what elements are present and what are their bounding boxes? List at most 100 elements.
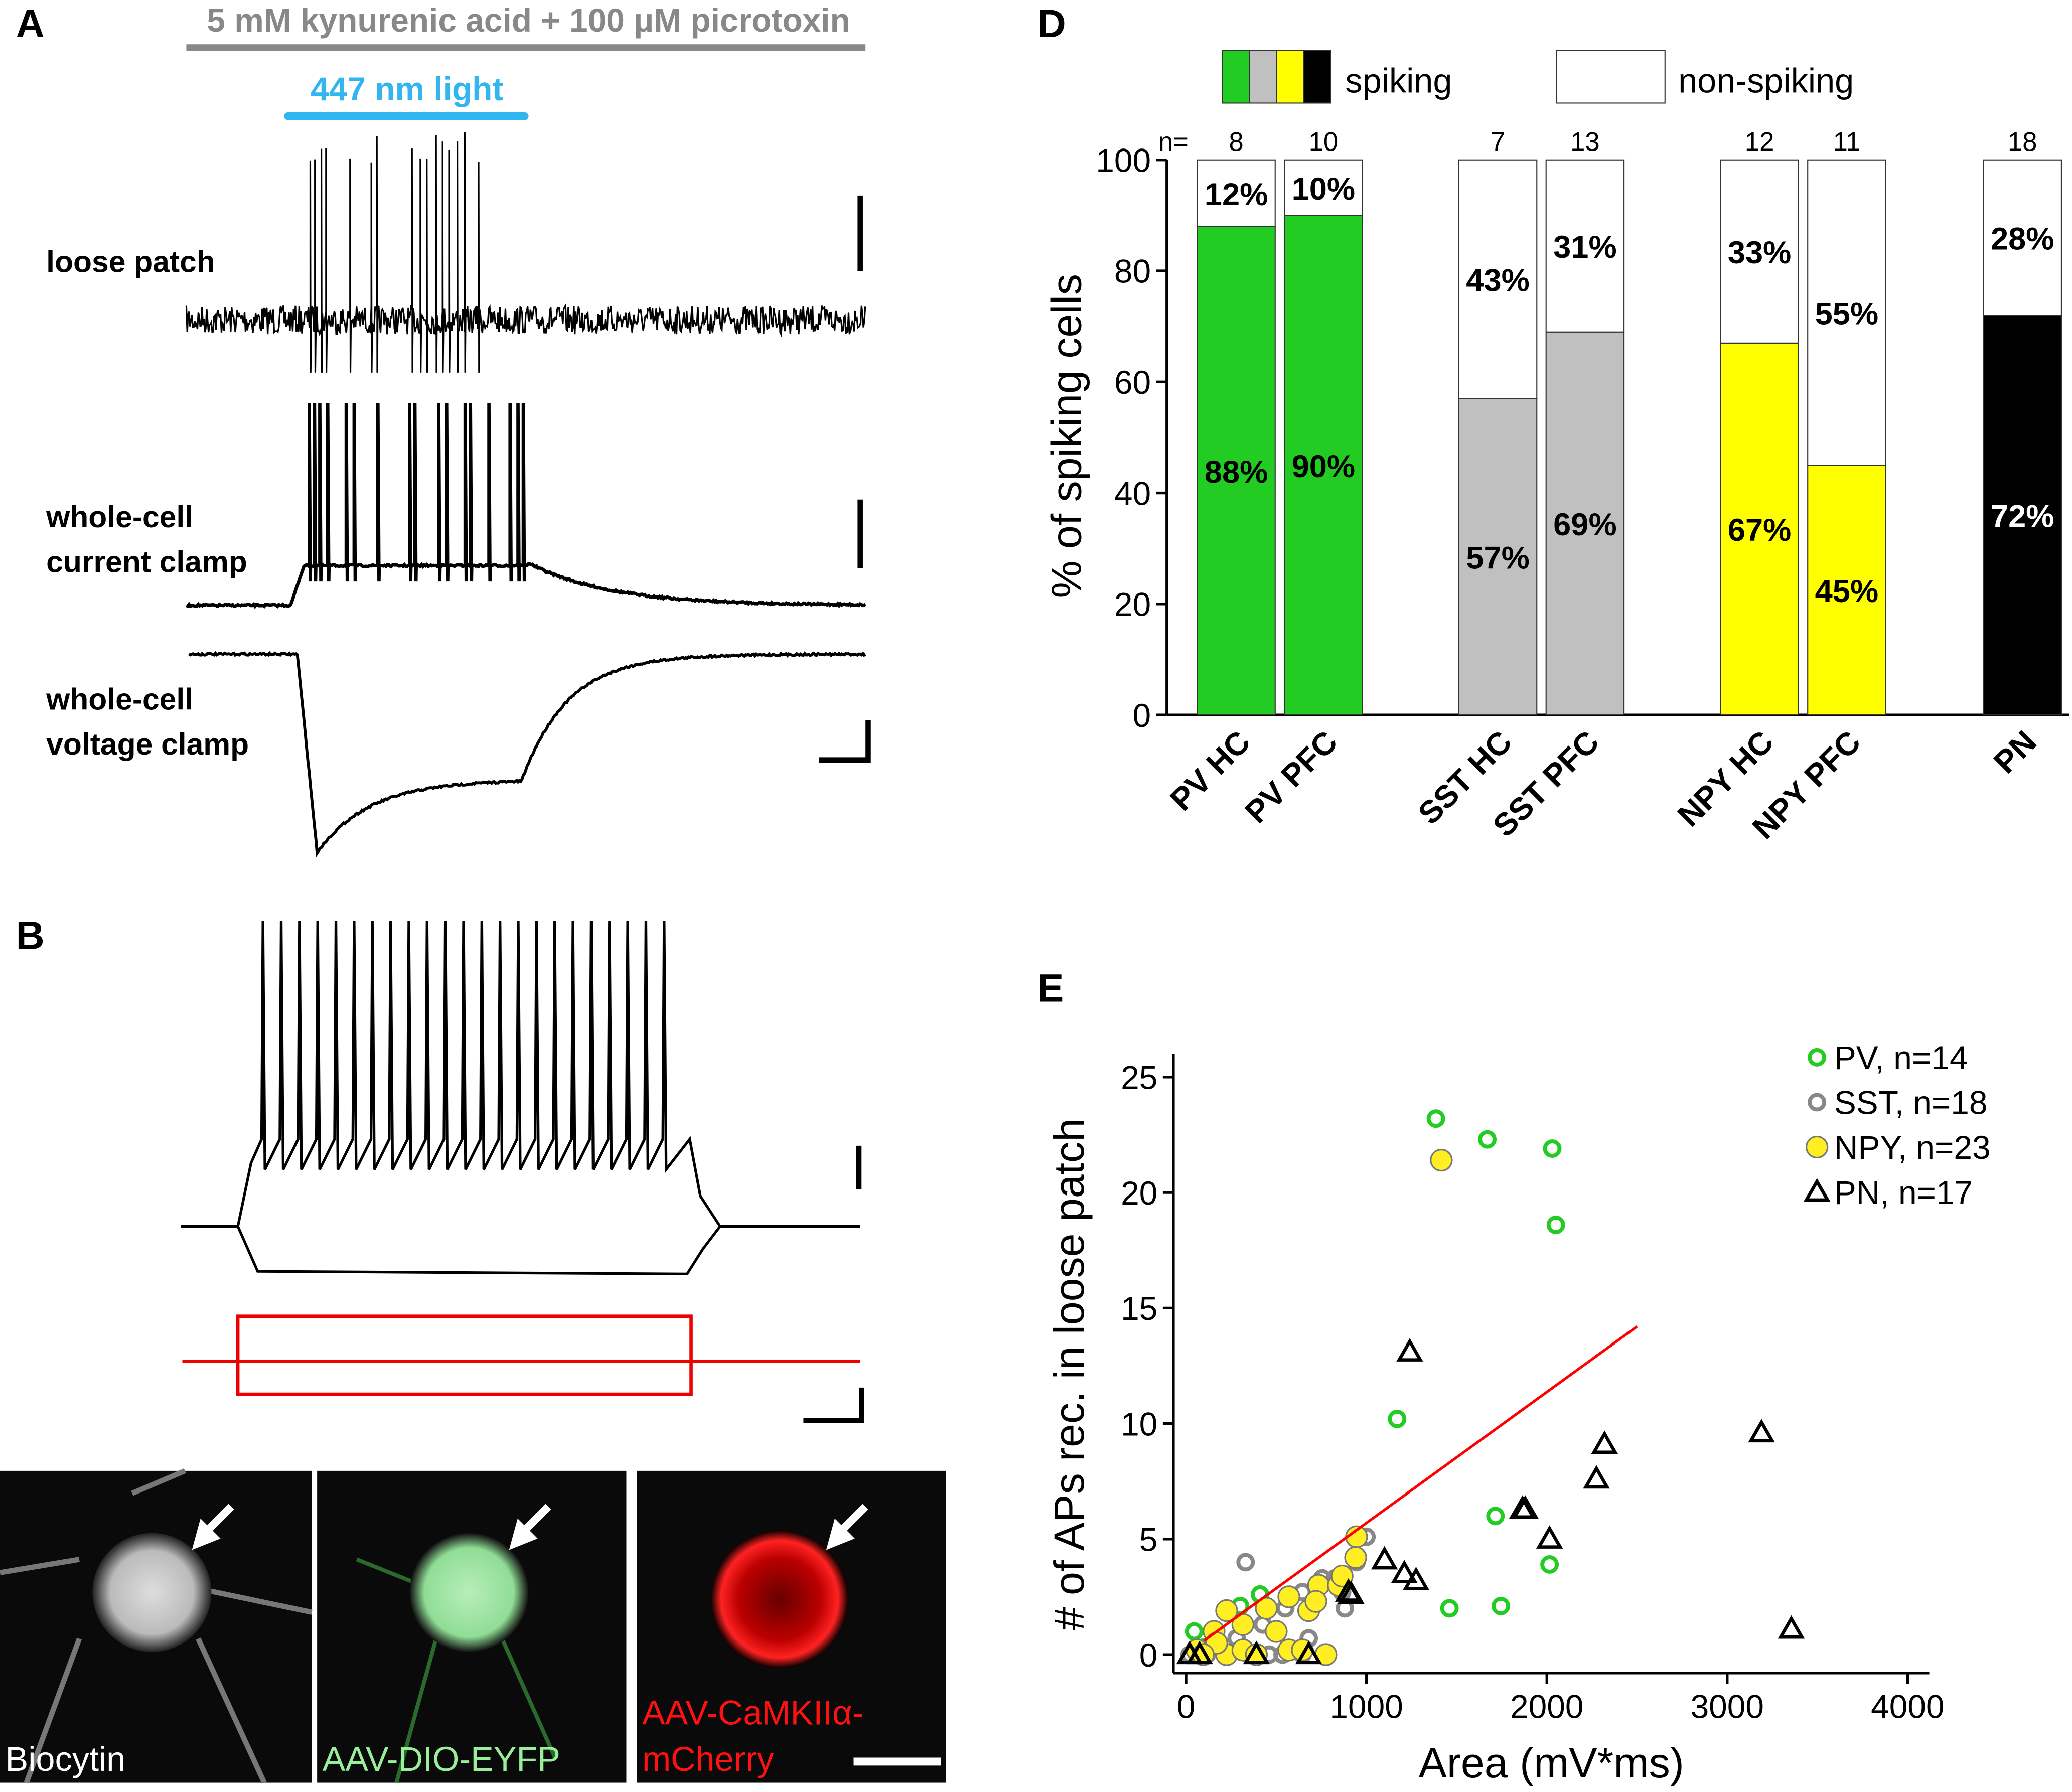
marker <box>1440 1599 1459 1618</box>
marker <box>1546 1216 1565 1234</box>
y-tick-label: 40 <box>1114 475 1151 512</box>
marker <box>1486 1507 1505 1526</box>
y-tick-label: 20 <box>1114 586 1151 623</box>
n-count: 10 <box>1309 127 1339 157</box>
panel-label: B <box>16 913 45 957</box>
value-label: 31% <box>1553 230 1616 265</box>
legend-swatch <box>1249 50 1277 104</box>
bar-segment <box>1458 398 1538 716</box>
marker <box>1243 1640 1270 1665</box>
marker <box>1265 1620 1288 1643</box>
light-label: 447 nm light <box>311 70 503 107</box>
legend-label: NPY, n=23 <box>1834 1129 1991 1166</box>
trace <box>188 651 866 858</box>
x-tick-label: 1000 <box>1329 1688 1403 1725</box>
marker <box>1478 1130 1497 1149</box>
marker <box>1295 1640 1322 1665</box>
legend-label: PN, n=17 <box>1834 1174 1973 1211</box>
x-axis-title: Area (mV*ms) <box>1419 1739 1684 1786</box>
marker <box>1808 1048 1827 1067</box>
value-label: 69% <box>1553 507 1616 542</box>
trace <box>181 1225 860 1276</box>
panel-label: E <box>1038 966 1064 1010</box>
value-label: 10% <box>1292 172 1355 207</box>
bar-segment <box>1284 159 1363 216</box>
marker <box>1277 1585 1300 1608</box>
trace-label: loose patch <box>46 245 215 279</box>
n-label: n= <box>1158 127 1189 157</box>
bar-segment <box>1983 315 2062 716</box>
marker <box>1255 1597 1278 1620</box>
marker <box>1543 1139 1562 1158</box>
y-tick-label: 80 <box>1114 253 1151 290</box>
y-axis-title: # of APs rec. in loose patch <box>1046 1118 1093 1630</box>
bar-segment <box>1807 159 1886 466</box>
legend-swatch <box>1276 50 1304 104</box>
marker <box>1492 1596 1510 1615</box>
y-tick-label: 0 <box>1133 697 1151 734</box>
x-tick-label: 3000 <box>1691 1688 1764 1725</box>
y-tick-label: 5 <box>1139 1521 1158 1558</box>
marker <box>1215 1599 1238 1622</box>
marker <box>1803 1178 1831 1202</box>
bar-segment <box>1545 331 1625 716</box>
y-tick-label: 100 <box>1096 141 1151 179</box>
marker <box>1402 1567 1430 1590</box>
x-tick-label: 2000 <box>1510 1688 1583 1725</box>
bar-segment <box>1545 159 1625 333</box>
marker <box>1176 1640 1204 1665</box>
marker <box>1185 1622 1204 1641</box>
value-label: 67% <box>1728 513 1791 548</box>
n-count: 8 <box>1229 127 1243 157</box>
panel-label: D <box>1038 1 1066 46</box>
y-tick-label: 60 <box>1114 364 1151 401</box>
x-tick-label: 4000 <box>1871 1688 1944 1725</box>
drug-label: 5 mM kynurenic acid + 100 μM picrotoxin <box>207 2 850 39</box>
legend-swatch <box>1303 50 1331 104</box>
n-count: 11 <box>1833 127 1861 157</box>
micrographs <box>0 1468 946 1784</box>
trace <box>181 921 860 1228</box>
y-tick-label: 15 <box>1121 1290 1157 1327</box>
marker <box>1591 1430 1618 1454</box>
x-tick-label: PN <box>1987 724 2043 780</box>
stimulus <box>182 1314 860 1396</box>
value-label: 55% <box>1815 296 1878 332</box>
n-count: 7 <box>1491 127 1505 157</box>
value-label: 45% <box>1815 574 1878 609</box>
image-label: Biocytin <box>6 1740 126 1778</box>
n-count: 13 <box>1570 127 1600 157</box>
value-label: 90% <box>1292 449 1355 484</box>
trace-label: whole-cell <box>46 682 193 716</box>
value-label: 28% <box>1991 221 2054 256</box>
legend-label: spiking <box>1345 61 1452 100</box>
x-tick-label: 0 <box>1177 1688 1196 1725</box>
value-label: 12% <box>1205 177 1268 212</box>
panel-label: A <box>16 1 45 46</box>
image-label: mCherry <box>642 1740 774 1778</box>
marker <box>1344 1546 1367 1569</box>
legend-label: PV, n=14 <box>1834 1039 1968 1076</box>
legend-swatch <box>1556 50 1666 104</box>
x-tick-label: PV PFC <box>1238 724 1344 830</box>
marker <box>1512 1495 1539 1519</box>
y-tick-label: 10 <box>1121 1405 1157 1442</box>
marker <box>1371 1546 1398 1570</box>
value-label: 33% <box>1728 235 1791 270</box>
trace <box>185 403 867 609</box>
marker <box>1391 1560 1418 1584</box>
marker <box>1338 1580 1365 1604</box>
bar-segment <box>1720 342 1799 716</box>
bar-segment <box>1720 159 1799 344</box>
legend-label: non-spiking <box>1678 61 1854 100</box>
value-label: 72% <box>1991 499 2054 534</box>
image-label: AAV-CaMKIIα- <box>642 1694 864 1732</box>
y-tick-label: 20 <box>1121 1174 1157 1212</box>
n-count: 18 <box>2008 127 2037 157</box>
n-count: 12 <box>1745 127 1774 157</box>
bar-segment <box>1197 159 1276 227</box>
trace-label: current clamp <box>46 545 247 579</box>
marker <box>1583 1465 1610 1489</box>
bar-segment <box>1983 159 2062 316</box>
